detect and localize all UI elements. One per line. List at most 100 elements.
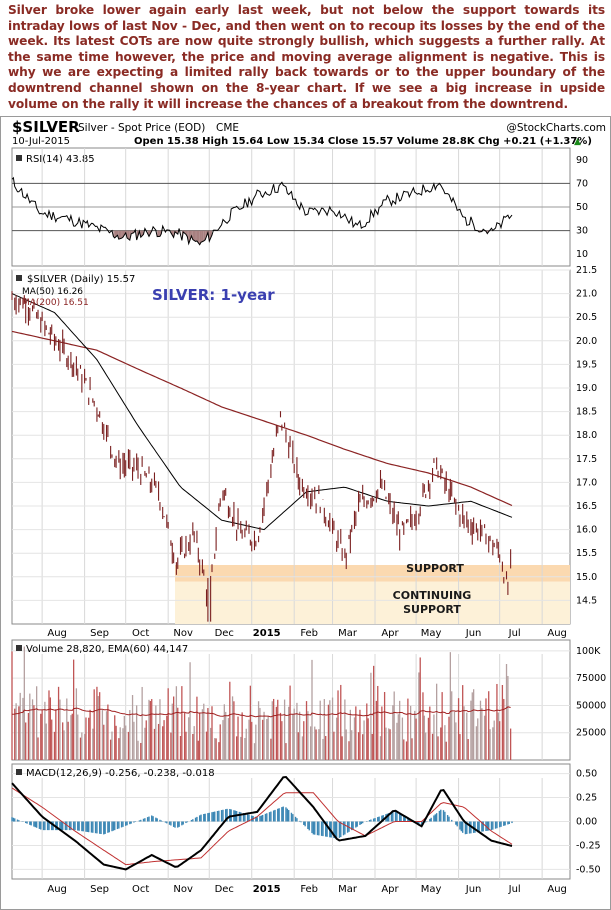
- month-tick-label: Aug: [547, 628, 567, 639]
- price-tick-label: 15.5: [576, 548, 597, 559]
- month-tick-label: Jun: [465, 884, 482, 895]
- month-tick-label: Sep: [90, 628, 109, 639]
- rsi-oversold-fill: [195, 230, 197, 242]
- month-axis-bottom: Aug Sep Oct Nov Dec 2015 Feb Mar Apr May Jun Jul Aug: [47, 884, 567, 895]
- volume-panel: 100K 75000 50000 25000 Volume 28,820, EMA(6…: [11, 639, 606, 761]
- ohlc-readout: Open 15.38 High 15.64 Low 15.34 Close 15…: [134, 136, 592, 147]
- month-tick-label: Sep: [90, 884, 109, 895]
- rsi-oversold-fill: [157, 230, 160, 237]
- macd-legend-swatch: [16, 769, 22, 775]
- intro-paragraph: Silver broke lower again early last week…: [8, 3, 605, 111]
- rsi-oversold-fill: [140, 230, 144, 238]
- price-tick-label: 21.5: [576, 265, 597, 276]
- source-label: @StockCharts.com: [506, 122, 606, 134]
- price-tick-label: 19.5: [576, 359, 597, 370]
- rsi-oversold-fill: [199, 230, 202, 245]
- month-tick-label: Nov: [173, 628, 193, 639]
- rsi-oversold-fill: [114, 230, 118, 238]
- price-tick-label: 16.0: [576, 525, 597, 536]
- month-tick-label: Jul: [508, 628, 521, 639]
- price-panel: 21.5 21.0 20.5 20.0 19.5 19.0 18.5 18.0 17.5 17.0…: [11, 265, 597, 625]
- month-tick-label: Aug: [47, 884, 67, 895]
- month-tick-label: Jun: [465, 628, 482, 639]
- macd-tick-label: 0.00: [576, 817, 597, 828]
- month-tick-label: 2015: [253, 628, 281, 639]
- price-tick-label: 17.5: [576, 454, 597, 465]
- price-tick-label: 20.5: [576, 312, 597, 323]
- legend-ma50: MA(50) 16.26: [22, 287, 83, 297]
- price-tick-label: 18.5: [576, 407, 597, 418]
- month-tick-label: Feb: [300, 628, 318, 639]
- chart-title: SILVER: 1-year: [152, 286, 275, 304]
- rsi-oversold-fill: [203, 230, 206, 241]
- ma50-line: [11, 293, 513, 531]
- rsi-title: RSI(14) 43.85: [26, 154, 95, 165]
- price-tick-label: 20.0: [576, 336, 597, 347]
- rsi-tick-label: 10: [576, 249, 588, 260]
- month-tick-label: Jul: [508, 884, 521, 895]
- month-tick-label: Nov: [173, 884, 193, 895]
- rsi-line: [11, 176, 513, 246]
- price-tick-label: 14.5: [576, 595, 597, 606]
- macd-title: MACD(12,26,9) -0.256, -0.238, -0.018: [26, 768, 215, 779]
- month-tick-label: Mar: [338, 884, 358, 895]
- month-tick-label: Apr: [381, 884, 399, 895]
- rsi-oversold-fill: [121, 230, 123, 239]
- symbol-label: $SILVER: [12, 118, 80, 136]
- rsi-tick-label: 50: [576, 202, 588, 213]
- month-tick-label: Oct: [132, 884, 149, 895]
- price-tick-label: 15.0: [576, 572, 597, 583]
- month-tick-label: Oct: [132, 628, 149, 639]
- month-tick-label: Aug: [47, 628, 67, 639]
- price-tick-label: 17.0: [576, 477, 597, 488]
- volume-tick-label: 75000: [576, 673, 606, 684]
- volume-ema-line: [11, 706, 511, 718]
- rsi-tick-label: 70: [576, 178, 588, 189]
- month-tick-label: Dec: [215, 628, 234, 639]
- macd-line: [11, 775, 513, 871]
- volume-tick-label: 50000: [576, 700, 606, 711]
- price-bars: [11, 291, 512, 622]
- macd-tick-label: 0.50: [576, 769, 597, 780]
- price-tick-label: 19.0: [576, 383, 597, 394]
- month-tick-label: Feb: [300, 884, 318, 895]
- month-tick-label: Dec: [215, 884, 234, 895]
- price-tick-label: 18.0: [576, 430, 597, 441]
- rsi-oversold-fill: [201, 230, 204, 243]
- rsi-tick-label: 90: [576, 155, 588, 166]
- month-tick-label: May: [421, 884, 442, 895]
- volume-title: Volume 28,820, EMA(60) 44,147: [26, 644, 188, 655]
- price-tick-label: 21.0: [576, 289, 597, 300]
- instrument-name: Silver - Spot Price (EOD): [78, 122, 205, 134]
- exchange-label: CME: [216, 122, 239, 134]
- month-tick-label: 2015: [253, 884, 281, 895]
- support-band: [175, 565, 570, 582]
- macd-panel: 0.50 0.25 0.00 -0.25 -0.50 MACD(12,26,9) -0.…: [11, 763, 601, 880]
- support-label: SUPPORT: [406, 562, 464, 575]
- ma200-line: [11, 330, 513, 507]
- macd-tick-label: 0.25: [576, 793, 597, 804]
- legend-silver-daily: $SILVER (Daily) 15.57: [27, 274, 135, 285]
- month-tick-label: May: [421, 628, 442, 639]
- macd-tick-label: -0.25: [576, 840, 601, 851]
- volume-tick-label: 25000: [576, 728, 606, 739]
- price-legend-swatch: [16, 275, 22, 281]
- month-axis-top: Aug Sep Oct Nov Dec 2015 Feb Mar Apr May Jun Jul Aug: [47, 628, 567, 639]
- rsi-panel: RSI(14) 43.85 90 70 50 30 10: [11, 147, 588, 267]
- continuing-support-band: [175, 581, 570, 624]
- rsi-oversold-fill: [118, 230, 122, 240]
- continuing-support-label-2: SUPPORT: [403, 603, 461, 616]
- month-tick-label: Apr: [381, 628, 399, 639]
- volume-tick-label: 100K: [576, 646, 601, 657]
- rsi-oversold-fill: [127, 230, 130, 241]
- stockcharts-figure: $SILVER Silver - Spot Price (EOD) CME @S…: [0, 116, 611, 910]
- up-arrow-icon: ▲: [574, 137, 581, 147]
- chart-date: 10-Jul-2015: [12, 136, 70, 147]
- rsi-tick-label: 30: [576, 226, 588, 237]
- rsi-oversold-fill: [192, 230, 196, 242]
- legend-ma200: MA(200) 16.51: [22, 298, 89, 308]
- month-tick-label: Mar: [338, 628, 358, 639]
- rsi-legend-swatch: [16, 155, 22, 161]
- month-tick-label: Aug: [547, 884, 567, 895]
- macd-tick-label: -0.50: [576, 864, 601, 875]
